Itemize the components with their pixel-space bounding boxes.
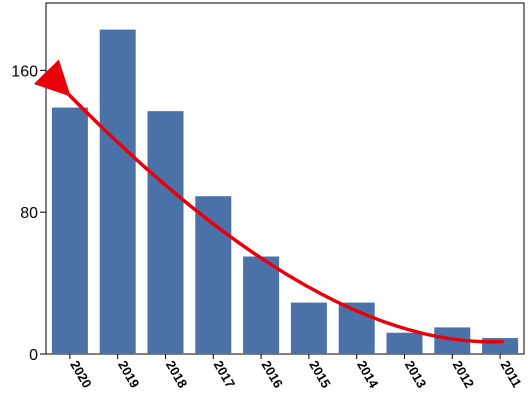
y-axis: 0 80 160 (11, 63, 46, 364)
trend-arrow (33, 59, 504, 344)
x-tick-label-2011: 2011 (498, 358, 525, 390)
x-tick-label-2016: 2016 (259, 358, 286, 391)
bar-2016 (243, 256, 280, 354)
bar-2013 (386, 332, 423, 354)
bar-2015 (290, 302, 327, 354)
x-tick-label-2012: 2012 (450, 358, 477, 391)
x-tick-label-2019: 2019 (115, 358, 142, 391)
bars-group (51, 29, 519, 355)
bar-2018 (147, 111, 184, 355)
bar-2017 (195, 196, 232, 354)
trend-arrow-group (33, 59, 504, 344)
plot-border (45, 2, 525, 355)
y-tick-label-160: 160 (11, 63, 38, 80)
bar-2019 (99, 29, 136, 354)
y-tick-label-0: 0 (29, 347, 38, 364)
plot-frame (45, 2, 525, 355)
x-tick-label-2013: 2013 (402, 358, 429, 391)
x-tick-label-2017: 2017 (211, 358, 238, 391)
x-tick-label-2018: 2018 (163, 358, 190, 391)
x-tick-label-2014: 2014 (354, 358, 382, 391)
bar-2020 (51, 107, 88, 354)
x-tick-label-2015: 2015 (306, 358, 333, 391)
x-tick-label-2020: 2020 (67, 358, 94, 391)
y-tick-label-80: 80 (20, 205, 38, 222)
x-axis: 2020 2019 2018 2017 2016 2015 2014 2013 2012 2011 (67, 354, 525, 391)
